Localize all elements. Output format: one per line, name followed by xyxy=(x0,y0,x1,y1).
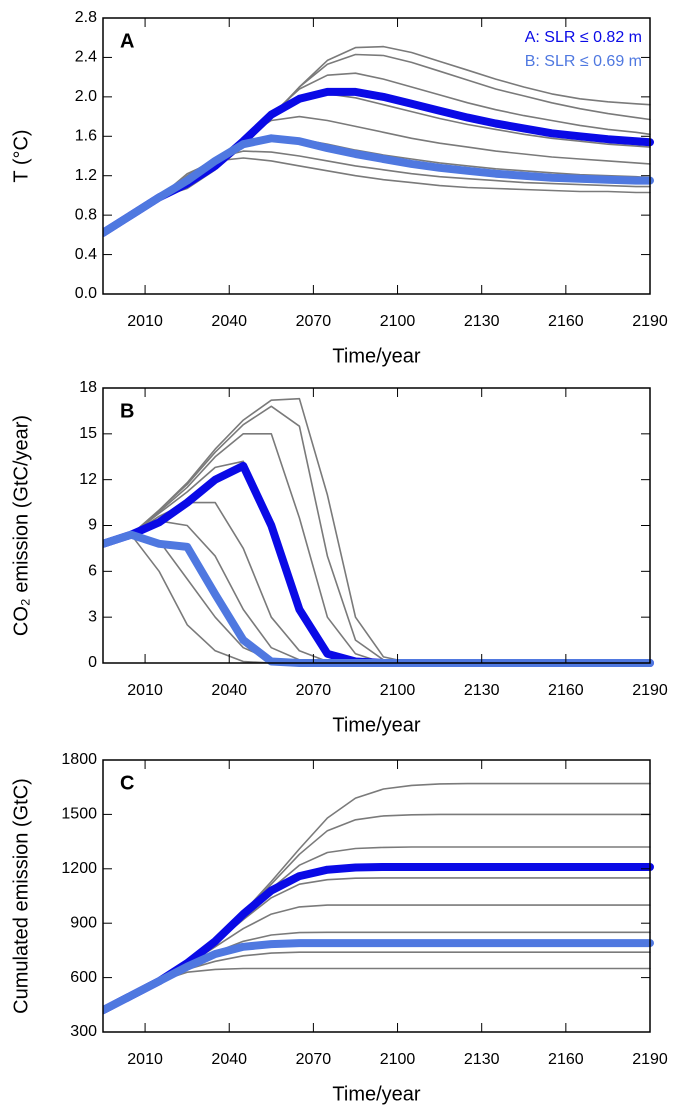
x-tick-label: 2040 xyxy=(211,682,247,699)
y-tick-label: 0 xyxy=(88,654,97,671)
x-tick-label: 2070 xyxy=(296,1051,332,1068)
y-axis-title: T (°C) xyxy=(10,129,32,182)
y-tick-label: 0.4 xyxy=(75,246,97,263)
y-tick-label: 1200 xyxy=(61,860,97,877)
plot-frame xyxy=(102,17,651,295)
y-tick-label: 2.4 xyxy=(75,49,97,66)
y-tick-label: 2.0 xyxy=(75,88,97,105)
y-tick-label: 1.2 xyxy=(75,167,97,184)
highlight-line xyxy=(103,863,654,1015)
y-tick-label: 12 xyxy=(79,471,97,488)
y-tick-label: 9 xyxy=(88,517,97,534)
y-tick-label: 600 xyxy=(70,969,97,986)
panel-label: A xyxy=(120,30,134,52)
panel-label: C xyxy=(120,772,134,794)
y-tick-label: 0.0 xyxy=(75,285,97,302)
x-axis-title: Time/year xyxy=(332,714,421,736)
ensemble-line xyxy=(103,405,651,664)
legend-entry: B: SLR ≤ 0.69 m xyxy=(525,53,642,70)
x-tick-label: 2160 xyxy=(548,682,584,699)
ensemble-line xyxy=(103,150,651,234)
highlight-line xyxy=(103,939,654,1015)
ensemble-line xyxy=(103,397,651,664)
x-tick-label: 2190 xyxy=(632,682,668,699)
x-tick-label: 2040 xyxy=(211,313,247,330)
plot-frame xyxy=(102,759,651,1033)
x-tick-label: 2130 xyxy=(464,1051,500,1068)
ensemble-line xyxy=(103,501,651,664)
x-tick-label: 2190 xyxy=(632,1051,668,1068)
panel: 0.0 0.4 0.8 1.2 1.6 2.0 2.4 2.8 2010 2040 2070 2100… xyxy=(10,9,668,367)
x-tick-label: 2100 xyxy=(380,313,416,330)
panel-label: B xyxy=(120,400,134,422)
x-tick-label: 2040 xyxy=(211,1051,247,1068)
ensemble-line xyxy=(103,967,651,1011)
panel: 300 600 900 1200 1500 1800 2010 2040 2070 2100 213… xyxy=(10,751,668,1105)
y-tick-label: 1.6 xyxy=(75,128,97,145)
x-tick-label: 2010 xyxy=(127,1051,163,1068)
ensemble-line xyxy=(103,93,651,234)
y-axis-title: Cumulated emission (GtC) xyxy=(10,778,32,1014)
y-tick-label: 0.8 xyxy=(75,206,97,223)
y-axis-title: CO₂ emission (GtC/year) xyxy=(10,415,32,636)
x-tick-label: 2190 xyxy=(632,313,668,330)
y-tick-label: 1500 xyxy=(61,806,97,823)
y-tick-label: 900 xyxy=(70,914,97,931)
ensemble-line xyxy=(103,533,651,664)
y-tick-label: 6 xyxy=(88,563,97,580)
x-tick-label: 2100 xyxy=(380,1051,416,1068)
y-tick-label: 2.8 xyxy=(75,9,97,26)
panel: 0 3 6 9 12 15 18 2010 2040 2070 2100 2130 2160 2190 Ti… xyxy=(10,379,668,736)
x-tick-label: 2130 xyxy=(464,682,500,699)
y-tick-label: 1800 xyxy=(61,751,97,768)
ensemble-line xyxy=(103,846,651,1011)
y-tick-label: 3 xyxy=(88,608,97,625)
ensemble-line xyxy=(103,520,651,664)
y-tick-label: 18 xyxy=(79,379,97,396)
highlight-line xyxy=(103,461,654,667)
x-tick-label: 2010 xyxy=(127,313,163,330)
highlight-line xyxy=(103,134,654,237)
ensemble-line xyxy=(103,533,651,664)
x-tick-label: 2100 xyxy=(380,682,416,699)
ensemble-line xyxy=(103,813,651,1011)
x-tick-label: 2070 xyxy=(296,313,332,330)
x-axis-title: Time/year xyxy=(332,345,421,367)
x-tick-label: 2130 xyxy=(464,313,500,330)
ensemble-line xyxy=(103,904,651,1011)
highlight-line xyxy=(103,530,654,667)
x-tick-label: 2010 xyxy=(127,682,163,699)
y-tick-label: 300 xyxy=(70,1023,97,1040)
x-tick-label: 2160 xyxy=(548,313,584,330)
legend-entry: A: SLR ≤ 0.82 m xyxy=(525,29,642,46)
x-tick-label: 2160 xyxy=(548,1051,584,1068)
highlight-line xyxy=(103,87,654,237)
ensemble-line xyxy=(103,53,651,234)
y-tick-label: 15 xyxy=(79,425,97,442)
x-axis-title: Time/year xyxy=(332,1083,421,1105)
ensemble-line xyxy=(103,460,651,664)
x-tick-label: 2070 xyxy=(296,682,332,699)
